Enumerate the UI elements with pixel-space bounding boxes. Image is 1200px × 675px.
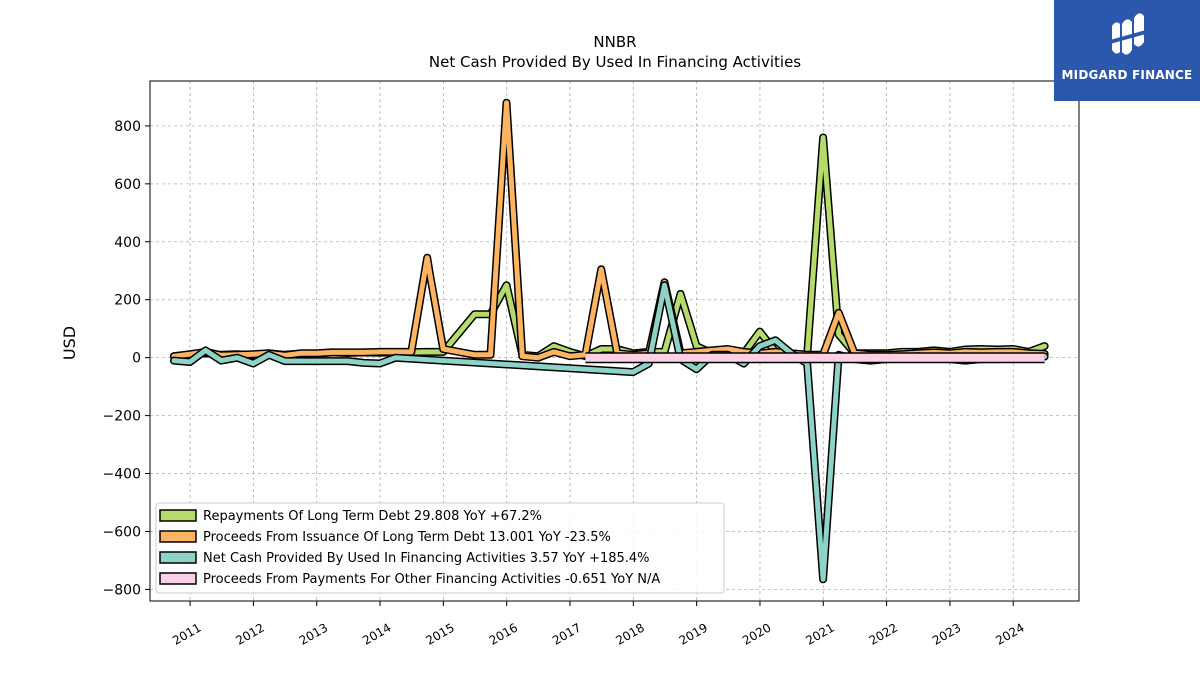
legend-swatch: [159, 551, 197, 564]
x-tick-label: 2022: [867, 620, 900, 647]
x-tick-label: 2023: [930, 620, 963, 647]
brand-name: MIDGARD FINANCE: [1061, 68, 1193, 82]
brand-logo: MIDGARD FINANCE: [1054, 0, 1200, 101]
y-tick-label: 0: [132, 351, 141, 367]
x-tick-label: 2013: [297, 620, 330, 647]
x-tick-label: 2012: [233, 620, 266, 647]
y-tick-label: 800: [114, 119, 141, 135]
x-tick-label: 2017: [550, 620, 583, 647]
y-tick-label: −200: [103, 409, 141, 425]
y-tick-label: −400: [103, 467, 141, 483]
series-layer: [169, 98, 1049, 584]
y-tick-label: 200: [114, 293, 141, 309]
plot-frame: [149, 80, 1080, 602]
legend-swatch: [159, 530, 197, 543]
x-tick-label: 2020: [740, 620, 773, 647]
x-tick-label: 2011: [170, 620, 203, 647]
series-line-1: [171, 100, 1048, 361]
legend-swatch: [159, 572, 197, 585]
legend-entry: Proceeds From Payments For Other Financi…: [203, 572, 660, 587]
legend-box: [155, 502, 725, 594]
chart-subtitle: Net Cash Provided By Used In Financing A…: [429, 53, 801, 71]
y-tick-label: 400: [114, 235, 141, 251]
legend-swatch: [159, 509, 197, 522]
y-tick-label: −600: [103, 524, 141, 540]
x-tick-label: 2024: [993, 620, 1026, 647]
x-tick-label: 2019: [677, 620, 710, 647]
x-tick-label: 2015: [423, 620, 456, 647]
y-axis-label: USD: [60, 326, 79, 360]
midgard-logo-icon: [1110, 13, 1146, 55]
x-tick-label: 2021: [803, 620, 836, 647]
legend: Repayments Of Long Term Debt 29.808 YoY …: [155, 502, 725, 594]
x-tick-label: 2014: [360, 620, 393, 647]
legend-entry: Repayments Of Long Term Debt 29.808 YoY …: [203, 509, 542, 524]
legend-entry: Net Cash Provided By Used In Financing A…: [203, 551, 650, 566]
x-tick-label: 2016: [487, 620, 520, 647]
legend-entry: Proceeds From Issuance Of Long Term Debt…: [203, 530, 611, 545]
x-tick-label: 2018: [613, 620, 646, 647]
y-tick-label: 600: [114, 177, 141, 193]
chart-title: NNBR: [593, 33, 636, 51]
y-tick-label: −800: [103, 582, 141, 598]
